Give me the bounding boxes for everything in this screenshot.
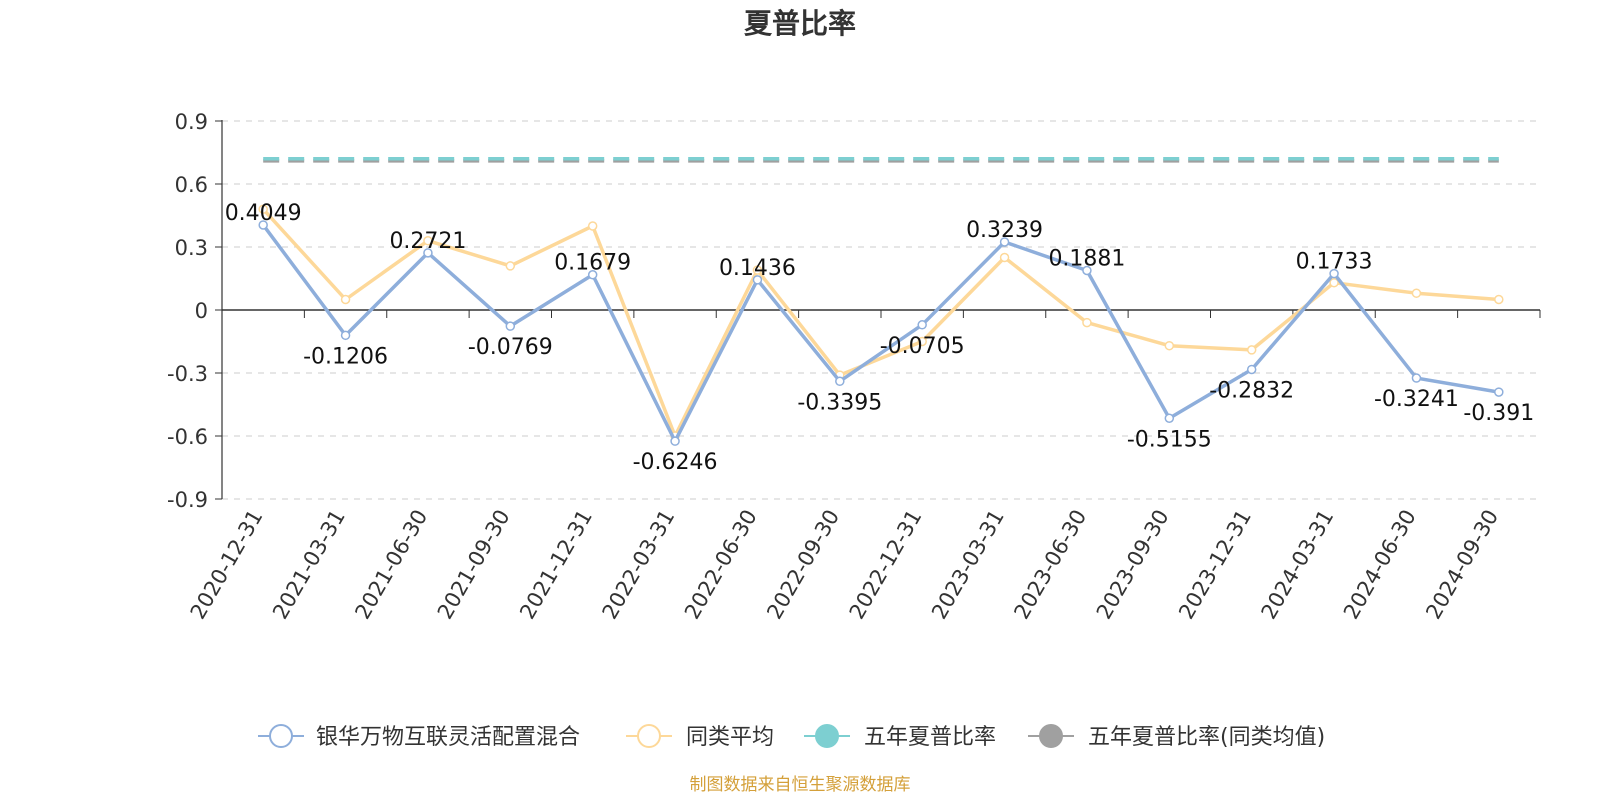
x-tick-label: 2023-03-31 [927,506,1009,624]
category-average-point [340,294,351,305]
category-average-point [1164,340,1175,351]
x-tick-label: 2023-06-30 [1009,506,1091,624]
fund-data-label: -0.1206 [303,344,388,369]
legend-item-five-year-category[interactable]: 五年夏普比率(同类均值) [1028,724,1325,750]
fund-point [1246,364,1257,375]
fund-data-label: 0.4049 [225,201,302,226]
series-lines [258,204,1504,446]
x-tick-label: 2022-09-30 [762,506,844,624]
legend-item-fund[interactable]: 银华万物互联灵活配置混合 [258,724,580,750]
fund-data-label: -0.3241 [1374,387,1459,412]
y-tick-label: -0.6 [167,425,208,449]
fund-point [423,248,433,258]
fund-point [1082,265,1092,276]
x-tick-label: 2022-12-31 [845,506,927,624]
category-average-point [752,265,763,275]
x-tick-label: 2023-09-30 [1092,506,1174,624]
fund-data-label: -0.6246 [633,450,718,475]
y-tick-label: 0.9 [175,110,208,134]
fund-point [917,320,927,330]
legend-marker-category-average [637,724,661,748]
fund-point [752,275,763,285]
fund-point [1329,268,1339,279]
axes [221,120,1540,499]
fund-line [261,223,1500,443]
fund-data-label: -0.5155 [1127,427,1212,452]
fund-data-label: 0.1733 [1296,250,1373,275]
legend-label-five-year-category: 五年夏普比率(同类均值) [1088,725,1325,750]
fund-data-label: -0.391 [1463,401,1534,426]
y-tick-label: 0.6 [175,173,208,197]
legend: 银华万物互联灵活配置混合 同类平均 五年夏普比率 五年夏普比率(同类均值) [258,724,1325,750]
fund-point [835,376,845,387]
fund-point [1164,413,1175,424]
x-axis-ticks: 2020-12-31 2021-03-31 2021-06-30 2021-09-30… [186,310,1541,624]
x-tick-label: 2024-06-30 [1339,506,1421,624]
legend-marker-five-year [815,724,839,748]
category-average-point [258,204,268,214]
category-average-point [587,221,598,231]
chart-title: 夏普比率 [744,7,856,40]
data-source-note: 制图数据来自恒生聚源数据库 [690,775,911,795]
legend-label-category-average: 同类平均 [686,725,774,750]
fund-point [340,330,351,341]
category-average-point [999,252,1010,263]
y-tick-label: 0 [195,299,208,323]
fund-data-label: 0.1881 [1048,246,1125,271]
fund-point [1494,387,1504,397]
legend-marker-five-year-category [1039,724,1063,748]
fund-data-label: 0.1679 [554,251,631,276]
y-tick-label: -0.9 [167,488,208,512]
category-average-point [1329,277,1339,288]
reference-lines [263,157,1499,163]
fund-data-label: 0.1436 [719,256,796,281]
y-tick-label: 0.3 [175,236,208,260]
x-tick-label: 2021-09-30 [433,506,515,624]
legend-label-five-year: 五年夏普比率 [864,725,996,750]
x-tick-label: 2022-03-31 [598,506,680,624]
x-tick-label: 2021-12-31 [515,506,597,624]
fund-point [670,436,680,446]
category-average-point [1246,345,1257,355]
fund-point [587,269,598,280]
category-average-line [261,208,1499,438]
legend-item-category-average[interactable]: 同类平均 [626,724,774,750]
legend-label-fund: 银华万物互联灵活配置混合 [316,725,580,750]
category-average-point [1411,288,1422,298]
legend-item-five-year[interactable]: 五年夏普比率 [804,724,996,750]
category-average-point [1082,317,1092,328]
fund-data-label: -0.2832 [1209,378,1294,403]
fund-point [505,321,516,331]
category-average-point [917,336,927,347]
x-tick-label: 2021-06-30 [350,506,432,624]
category-average-point [505,261,516,271]
fund-point [1411,373,1422,383]
category-average-point [1494,294,1504,305]
x-tick-label: 2020-12-31 [186,506,268,624]
fund-data-label: -0.3395 [797,390,882,415]
fund-point [258,220,268,230]
fund-data-label: 0.2721 [389,229,466,254]
fund-data-label: 0.3239 [966,218,1043,243]
data-labels: 0.4049 -0.1206 0.2721 -0.0769 0.1679 -0.6246 0… [225,201,1535,475]
x-tick-label: 2023-12-31 [1174,506,1256,624]
x-tick-label: 2022-06-30 [680,506,762,624]
fund-data-label: -0.0705 [880,334,965,359]
y-axis-ticks: 0.9 0.6 0.3 0 -0.3 -0.6 -0.9 [167,110,222,512]
category-average-point [423,235,433,246]
legend-marker-fund [269,724,293,748]
x-tick-label: 2024-03-31 [1257,506,1339,624]
y-tick-label: -0.3 [167,362,208,386]
fund-data-label: -0.0769 [468,335,553,360]
fund-point [999,237,1010,247]
x-tick-label: 2021-03-31 [268,506,350,624]
x-tick-label: 2024-09-30 [1421,506,1503,624]
grid-lines [222,120,1540,500]
